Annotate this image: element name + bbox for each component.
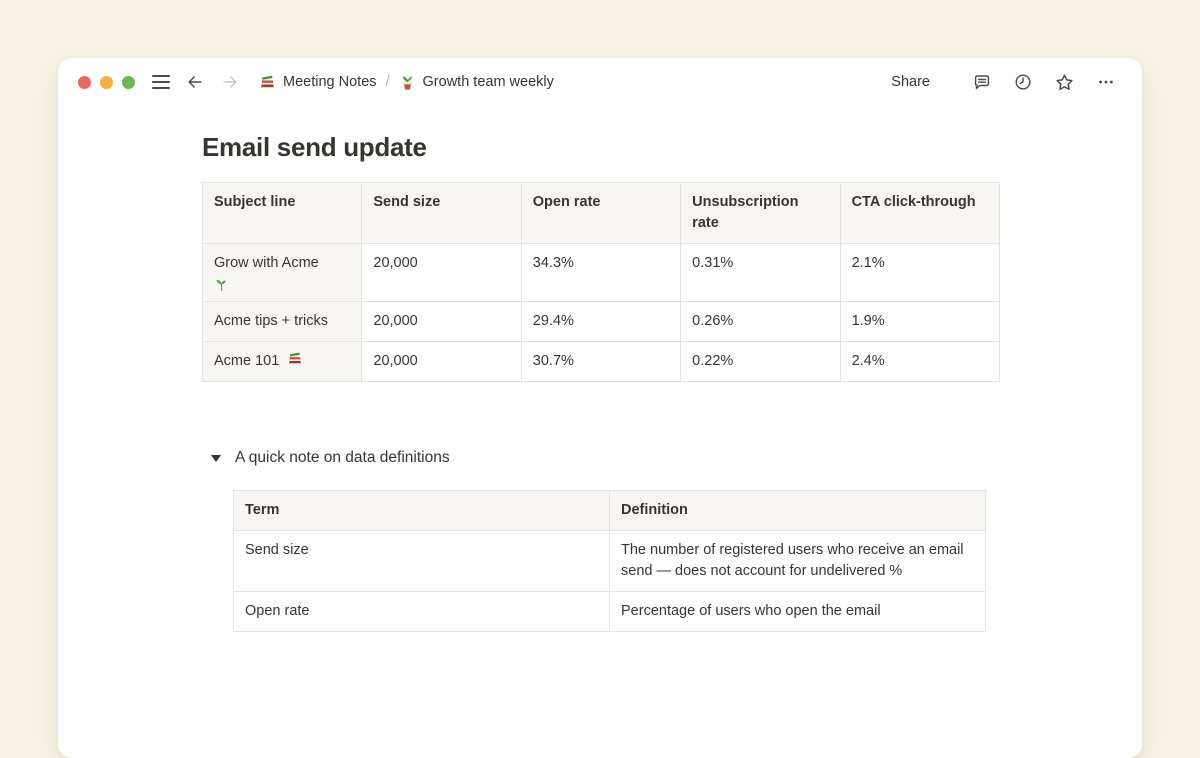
column-header-open-rate[interactable]: Open rate bbox=[520, 182, 682, 244]
minimize-window-button[interactable] bbox=[100, 75, 113, 89]
cell-unsubscription-rate[interactable]: 0.26% bbox=[680, 301, 841, 342]
back-arrow-icon[interactable] bbox=[185, 72, 205, 92]
column-header-send-size[interactable]: Send size bbox=[361, 182, 522, 244]
breadcrumb-item-meeting-notes[interactable]: Meeting Notes bbox=[255, 72, 381, 93]
cell-term[interactable]: Open rate bbox=[233, 591, 610, 632]
cell-subject-line[interactable]: Acme 101 bbox=[201, 341, 363, 382]
cell-term[interactable]: Send size bbox=[233, 530, 610, 592]
forward-arrow-icon[interactable] bbox=[220, 72, 240, 92]
cell-send-size[interactable]: 20,000 bbox=[361, 341, 522, 382]
share-button[interactable]: Share bbox=[891, 74, 930, 90]
cell-subject-line[interactable]: Acme tips + tricks bbox=[201, 301, 363, 342]
seedling-icon bbox=[214, 277, 350, 292]
toggle-label[interactable]: A quick note on data definitions bbox=[235, 449, 450, 466]
window-topbar: Meeting Notes / Growth team weekly Sh bbox=[58, 58, 1142, 106]
table-row: Open rate Percentage of users who open t… bbox=[233, 591, 986, 632]
window-controls bbox=[78, 75, 135, 89]
cell-definition[interactable]: Percentage of users who open the email bbox=[609, 591, 986, 632]
sidebar-menu-icon[interactable] bbox=[152, 75, 170, 89]
email-metrics-table: Subject line Send size Open rate Unsubsc… bbox=[201, 182, 1001, 382]
column-header-unsubscription-rate[interactable]: Unsubscription rate bbox=[680, 182, 841, 244]
table-row: Acme tips + tricks 20,000 29.4% 0.26% 1.… bbox=[201, 301, 1001, 342]
topbar-actions: Share bbox=[891, 72, 1116, 93]
table-header-row: Subject line Send size Open rate Unsubsc… bbox=[201, 182, 1001, 244]
table-header-row: Term Definition bbox=[233, 490, 986, 531]
cell-send-size[interactable]: 20,000 bbox=[361, 243, 522, 302]
table-row: Send size The number of registered users… bbox=[233, 530, 986, 592]
cell-open-rate[interactable]: 30.7% bbox=[520, 341, 682, 382]
favorite-star-icon[interactable] bbox=[1054, 72, 1075, 93]
history-clock-icon[interactable] bbox=[1013, 72, 1033, 92]
cell-open-rate[interactable]: 34.3% bbox=[520, 243, 682, 302]
breadcrumb-label: Meeting Notes bbox=[283, 74, 377, 90]
cell-subject-line[interactable]: Grow with Acme bbox=[201, 243, 363, 302]
column-header-definition[interactable]: Definition bbox=[609, 490, 986, 531]
column-header-cta-click-through[interactable]: CTA click-through bbox=[839, 182, 1001, 244]
breadcrumb-separator: / bbox=[385, 74, 390, 90]
close-window-button[interactable] bbox=[78, 75, 91, 89]
cell-send-size[interactable]: 20,000 bbox=[361, 301, 522, 342]
desktop: { "topbar": { "share_label": "Share", "b… bbox=[58, 58, 1142, 758]
potted-plant-icon bbox=[399, 74, 416, 91]
books-icon bbox=[259, 74, 276, 91]
breadcrumb-label: Growth team weekly bbox=[422, 74, 554, 90]
cell-cta-click-through[interactable]: 1.9% bbox=[839, 301, 1001, 342]
table-row: Acme 101 20,000 30.7% bbox=[201, 341, 1001, 382]
cell-cta-click-through[interactable]: 2.4% bbox=[839, 341, 1001, 382]
zoom-window-button[interactable] bbox=[122, 75, 135, 89]
column-header-term[interactable]: Term bbox=[233, 490, 610, 531]
cell-definition[interactable]: The number of registered users who recei… bbox=[609, 530, 986, 592]
books-icon bbox=[287, 351, 303, 367]
app-window: Meeting Notes / Growth team weekly Sh bbox=[58, 58, 1142, 758]
comments-icon[interactable] bbox=[972, 72, 992, 92]
cell-cta-click-through[interactable]: 2.1% bbox=[839, 243, 1001, 302]
breadcrumb-item-growth-team-weekly[interactable]: Growth team weekly bbox=[395, 72, 558, 93]
table-row: Grow with Acme 20,000 34.3% 0.31% 2.1% bbox=[201, 243, 1001, 302]
more-options-icon[interactable] bbox=[1096, 72, 1116, 92]
cell-unsubscription-rate[interactable]: 0.22% bbox=[680, 341, 841, 382]
definitions-table: Term Definition Send size The number of … bbox=[233, 490, 986, 632]
page-content: Email send update Subject line Send size… bbox=[58, 132, 1142, 632]
toggle-block: A quick note on data definitions bbox=[202, 446, 1058, 470]
breadcrumb: Meeting Notes / Growth team weekly bbox=[255, 72, 558, 93]
page-title[interactable]: Email send update bbox=[202, 132, 427, 162]
cell-open-rate[interactable]: 29.4% bbox=[520, 301, 682, 342]
cell-unsubscription-rate[interactable]: 0.31% bbox=[680, 243, 841, 302]
column-header-subject-line[interactable]: Subject line bbox=[201, 182, 363, 244]
toggle-collapse-icon[interactable] bbox=[204, 446, 228, 470]
